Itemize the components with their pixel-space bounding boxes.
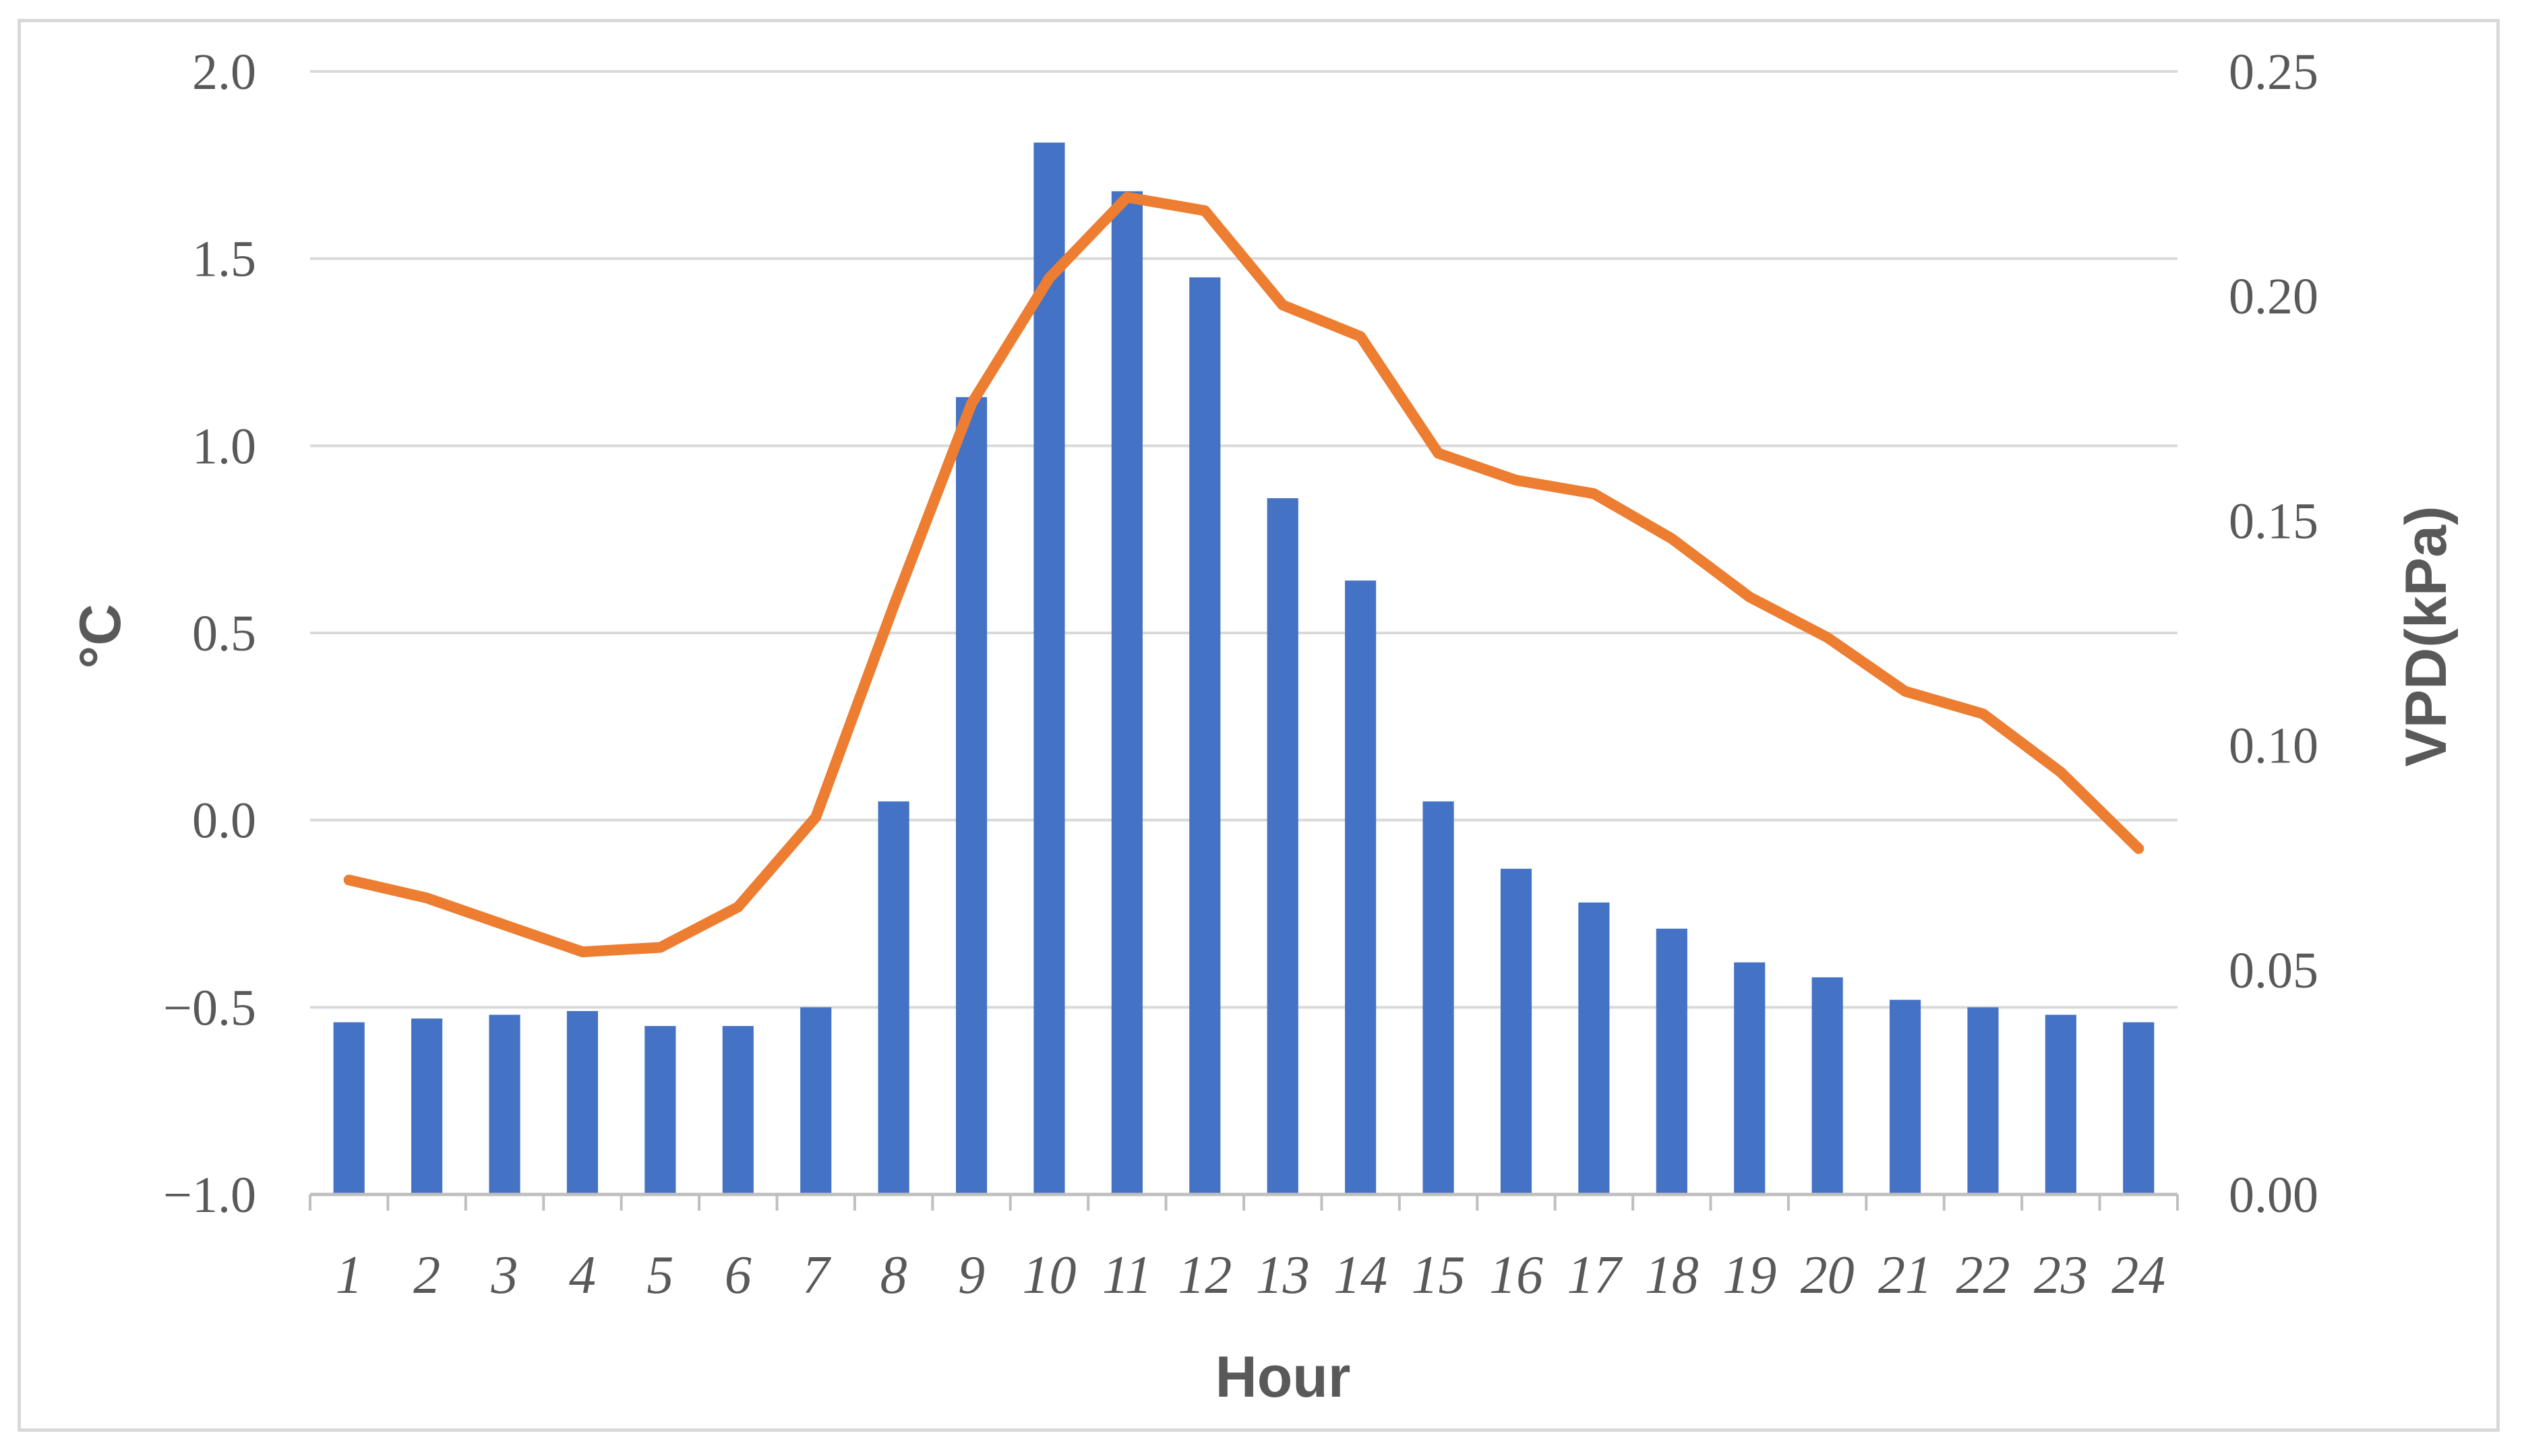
bar (566, 1010, 599, 1194)
y2-tick-label: 0.15 (2229, 493, 2318, 549)
x-tick-label: 21 (1878, 1246, 1932, 1305)
x-axis-title: Hour (1215, 1345, 1351, 1409)
gridlines (310, 70, 2177, 1009)
bar (1422, 801, 1454, 1194)
y-tick-label: 2.0 (192, 44, 256, 100)
x-tick-label: 5 (647, 1246, 673, 1305)
x-tick-label: 16 (1489, 1246, 1543, 1305)
x-tick-label: 23 (2034, 1246, 2088, 1305)
x-tick-label: 1 (336, 1246, 363, 1305)
bar (1267, 498, 1298, 1194)
bar-series (333, 142, 2155, 1195)
x-axis (309, 1192, 2179, 1211)
x-tick-label: 19 (1722, 1246, 1776, 1305)
bar (1033, 142, 1065, 1195)
x-tick-label: 9 (958, 1246, 985, 1305)
right-y-axis-ticks: 0.25 0.20 0.15 0.10 0.05 0.00 (2229, 44, 2318, 1223)
bar (2123, 1022, 2155, 1194)
x-tick-label: 17 (1567, 1246, 1623, 1305)
chart-frame (18, 19, 2500, 1432)
y2-tick-label: 0.00 (2229, 1167, 2318, 1223)
bar (1500, 868, 1532, 1194)
x-tick-label: 13 (1256, 1246, 1310, 1305)
bar (1889, 1000, 1921, 1194)
y-tick-label: 0.5 (192, 605, 256, 662)
x-tick-label: 12 (1178, 1246, 1232, 1305)
right-y-axis-title: VPD(kPa) (2394, 506, 2459, 766)
bar (1578, 902, 1610, 1194)
bar (1189, 277, 1221, 1194)
x-tick-label: 7 (802, 1246, 831, 1305)
bar (489, 1014, 520, 1194)
x-tick-label: 6 (725, 1246, 752, 1305)
x-tick-label: 24 (2111, 1246, 2165, 1305)
bar (1967, 1007, 1999, 1194)
left-y-axis-title: °C (68, 604, 133, 669)
y-tick-label: 1.5 (192, 231, 256, 288)
y2-tick-label: 0.20 (2229, 268, 2318, 325)
bar (1734, 962, 1766, 1194)
x-tick-label: 8 (880, 1246, 907, 1305)
y-tick-label: 1.0 (192, 418, 256, 475)
x-tick-label: 14 (1333, 1246, 1387, 1305)
bar (1111, 191, 1143, 1194)
y-tick-label: 0.0 (192, 793, 256, 849)
left-y-axis-ticks: 2.0 1.5 1.0 0.5 0.0 −0.5 −1.0 (163, 44, 256, 1223)
x-tick-label: 4 (569, 1246, 596, 1305)
bar (722, 1026, 754, 1194)
bar (1345, 580, 1377, 1194)
x-tick-label: 2 (413, 1246, 440, 1305)
y-tick-label: −1.0 (163, 1167, 256, 1223)
y2-tick-label: 0.10 (2229, 718, 2318, 775)
bar (2045, 1014, 2076, 1194)
x-tick-label: 22 (1956, 1246, 2010, 1305)
vpd-line (343, 191, 2144, 958)
bar (800, 1007, 832, 1194)
bar (1811, 977, 1843, 1194)
y2-tick-label: 0.25 (2229, 44, 2318, 100)
bar (878, 801, 909, 1194)
x-tick-label: 11 (1102, 1246, 1152, 1305)
bar (1656, 928, 1687, 1194)
bar (333, 1022, 365, 1194)
x-tick-label: 3 (491, 1246, 518, 1305)
bar (644, 1026, 676, 1194)
x-tick-label: 20 (1801, 1246, 1855, 1305)
line-series (343, 191, 2144, 958)
bar (955, 397, 988, 1194)
bar (411, 1018, 443, 1194)
y2-tick-label: 0.05 (2229, 942, 2318, 999)
x-tick-label: 10 (1022, 1246, 1076, 1305)
x-tick-label: 15 (1412, 1246, 1466, 1305)
x-axis-ticks: 1 2 3 4 5 6 7 8 9 10 11 12 13 14 15 16 17 18 19 20 21 22 23 24 (336, 1246, 2166, 1305)
y-tick-label: −0.5 (163, 979, 256, 1036)
x-tick-label: 18 (1645, 1246, 1699, 1305)
